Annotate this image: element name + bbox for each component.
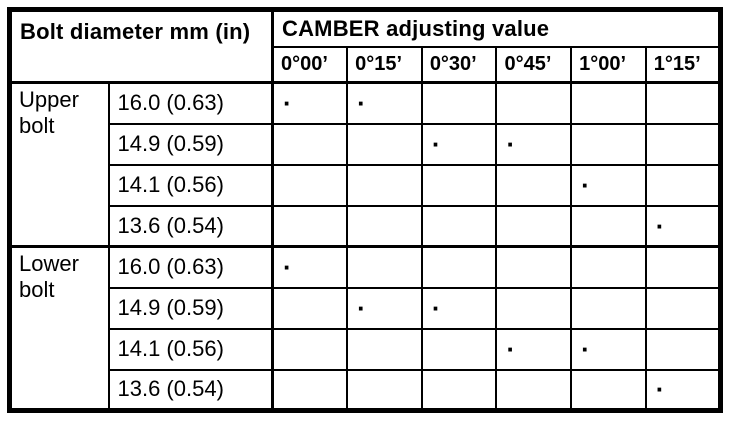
diameter-cell: 14.9 (0.59) <box>107 286 274 330</box>
camber-adjusting-value-header: CAMBER adjusting value <box>271 8 722 48</box>
mark-cell <box>570 286 647 330</box>
diameter-cell: 14.9 (0.59) <box>107 122 274 166</box>
upper-bolt-group-label: Upper bolt <box>8 81 110 248</box>
mark-cell <box>346 163 423 207</box>
mark-cell: · <box>644 368 722 412</box>
table-row-upper-13-6: 13.6 (0.54) · <box>10 204 722 248</box>
mark-cell: · <box>271 245 349 289</box>
mark-cell <box>346 245 423 289</box>
mark-cell <box>644 163 722 207</box>
mark-cell <box>346 327 423 371</box>
mark-cell <box>420 163 498 207</box>
page: Bolt diameter mm (in) CAMBER adjusting v… <box>7 7 723 413</box>
mark-cell <box>644 245 722 289</box>
header-row-1: Bolt diameter mm (in) CAMBER adjusting v… <box>8 8 722 84</box>
table-row-upper-14-1: 14.1 (0.56) · <box>10 163 722 207</box>
mark-cell <box>495 204 573 248</box>
header-row-angles: 0°00’ 0°15’ 0°30’ 0°45’ 1°00’ 1°15’ <box>10 45 722 84</box>
diameter-cell: 13.6 (0.54) <box>107 204 274 248</box>
mark-cell <box>495 81 573 125</box>
diameter-cell: 13.6 (0.54) <box>107 368 274 412</box>
mark-cell <box>271 163 349 207</box>
mark-cell <box>570 368 647 412</box>
diameter-cell: 16.0 (0.63) <box>107 81 274 125</box>
mark-cell: · <box>570 327 647 371</box>
mark-cell <box>495 368 573 412</box>
mark-cell <box>570 81 647 125</box>
mark-cell <box>644 327 722 371</box>
mark-cell <box>644 81 722 125</box>
angle-col-header-5: 1°15’ <box>644 45 722 84</box>
diameter-cell: 14.1 (0.56) <box>107 163 274 207</box>
mark-cell <box>420 245 498 289</box>
table-row-upper-16: Upper bolt 16.0 (0.63) · · <box>8 81 722 248</box>
bolt-diameter-header: Bolt diameter mm (in) <box>8 8 274 84</box>
mark-cell <box>346 122 423 166</box>
diameter-cell: 14.1 (0.56) <box>107 327 274 371</box>
mark-cell: · <box>420 286 498 330</box>
mark-cell <box>644 286 722 330</box>
mark-cell <box>271 368 349 412</box>
mark-cell: · <box>644 204 722 248</box>
table-row-lower-14-1: 14.1 (0.56) · · <box>10 327 722 371</box>
mark-cell: · <box>570 163 647 207</box>
camber-adjusting-table: Bolt diameter mm (in) CAMBER adjusting v… <box>7 7 723 413</box>
mark-cell <box>495 163 573 207</box>
mark-cell <box>420 81 498 125</box>
mark-cell: · <box>271 81 349 125</box>
angle-col-header-0: 0°00’ <box>271 45 349 84</box>
diameter-cell: 16.0 (0.63) <box>107 245 274 289</box>
mark-cell <box>570 204 647 248</box>
mark-cell: · <box>495 122 573 166</box>
lower-bolt-group-label: Lower bolt <box>8 245 110 412</box>
mark-cell: · <box>346 81 423 125</box>
mark-cell <box>271 122 349 166</box>
table-row-lower-16: Lower bolt 16.0 (0.63) · <box>8 245 722 412</box>
mark-cell: · <box>495 327 573 371</box>
mark-cell <box>420 204 498 248</box>
table-row-upper-14-9: 14.9 (0.59) · · <box>10 122 722 166</box>
mark-cell <box>346 368 423 412</box>
table-row-lower-14-9: 14.9 (0.59) · · <box>10 286 722 330</box>
mark-cell <box>420 327 498 371</box>
table-row-lower-13-6: 13.6 (0.54) · <box>10 368 722 412</box>
angle-col-header-1: 0°15’ <box>346 45 423 84</box>
mark-cell <box>570 122 647 166</box>
mark-cell: · <box>346 286 423 330</box>
mark-cell <box>644 122 722 166</box>
mark-cell: · <box>420 122 498 166</box>
mark-cell <box>495 245 573 289</box>
mark-cell <box>420 368 498 412</box>
angle-col-header-3: 0°45’ <box>495 45 573 84</box>
mark-cell <box>271 204 349 248</box>
mark-cell <box>271 286 349 330</box>
angle-col-header-2: 0°30’ <box>420 45 498 84</box>
mark-cell <box>570 245 647 289</box>
mark-cell <box>495 286 573 330</box>
mark-cell <box>346 204 423 248</box>
mark-cell <box>271 327 349 371</box>
angle-col-header-4: 1°00’ <box>570 45 647 84</box>
